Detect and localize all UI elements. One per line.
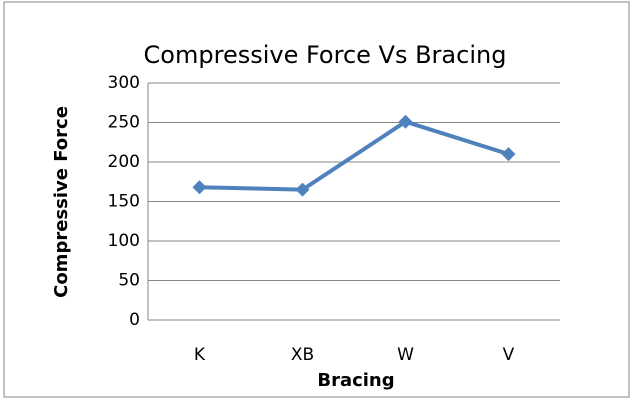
- y-tick-label: 100: [108, 231, 140, 251]
- chart-border: [3, 1, 630, 398]
- x-axis-label: Bracing: [317, 370, 394, 391]
- data-point: [295, 182, 310, 197]
- y-tick-label: 300: [108, 73, 140, 93]
- y-tick-label: 250: [108, 113, 140, 133]
- y-tick-label: 0: [129, 310, 140, 330]
- data-point: [501, 147, 516, 162]
- x-tick-label: XB: [291, 345, 314, 365]
- x-tick-label: W: [397, 345, 414, 365]
- y-tick-label: 200: [108, 152, 140, 172]
- chart-title: Compressive Force Vs Bracing: [144, 41, 507, 69]
- y-axis-label: Compressive Force: [51, 106, 72, 298]
- data-point: [192, 180, 207, 195]
- series-line: [199, 119, 510, 192]
- x-tick-label: V: [503, 345, 515, 365]
- x-tick-label: K: [194, 345, 206, 365]
- y-tick-label: 50: [118, 271, 140, 291]
- data-point: [398, 114, 413, 129]
- y-tick-label: 150: [108, 192, 140, 212]
